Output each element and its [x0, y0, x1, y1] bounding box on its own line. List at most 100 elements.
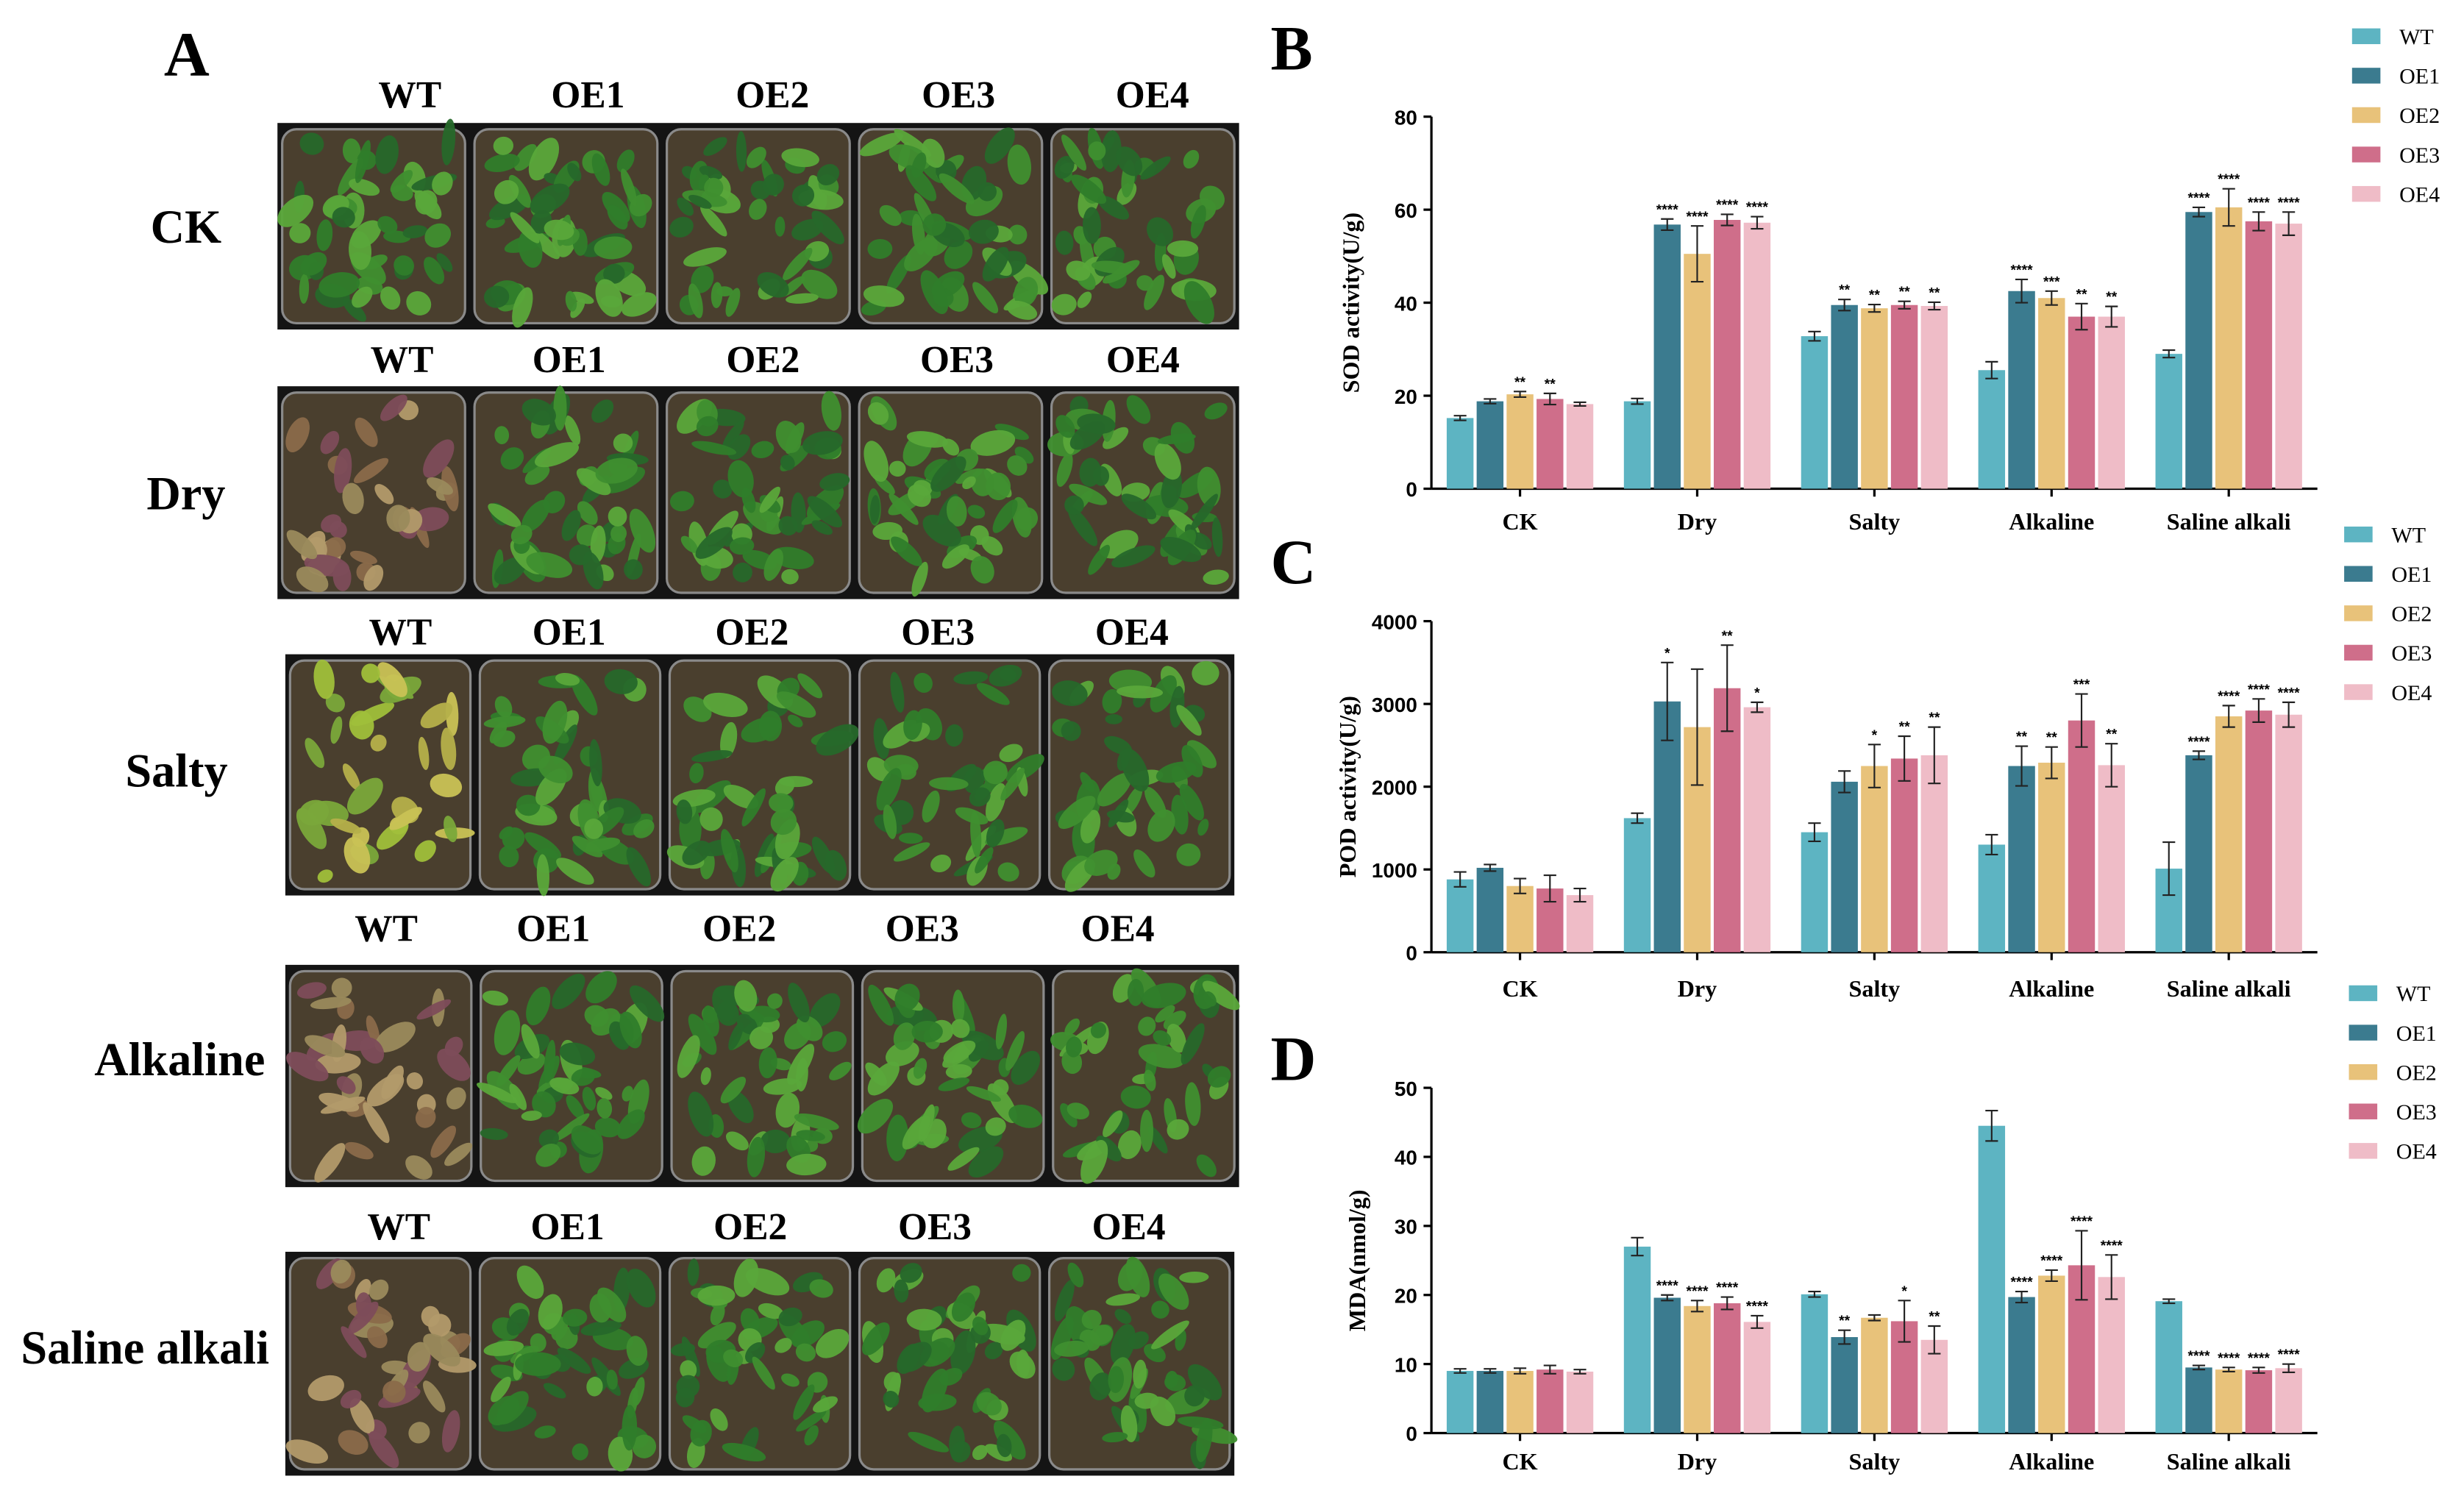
- legend-swatch: [2349, 1103, 2378, 1119]
- leaf: [700, 1067, 711, 1086]
- leaf: [713, 480, 733, 499]
- leaf: [576, 468, 611, 496]
- bar: [2245, 1370, 2273, 1433]
- leaf: [867, 238, 893, 259]
- leaf: [723, 1349, 744, 1368]
- leaf: [775, 1338, 792, 1353]
- leaf: [1161, 254, 1176, 279]
- significance-label: **: [1545, 377, 1556, 392]
- leaf: [922, 514, 961, 547]
- leaf: [1052, 680, 1088, 706]
- leaf: [769, 793, 794, 813]
- leaf: [416, 999, 452, 1020]
- leaf: [521, 1111, 542, 1121]
- plant-pot: [1047, 391, 1236, 594]
- leaf: [606, 1369, 618, 1390]
- leaf: [944, 240, 973, 269]
- legend-swatch: [2349, 1025, 2378, 1041]
- legend-label: OE3: [2399, 143, 2440, 168]
- bar: [2038, 763, 2065, 952]
- leaf: [699, 807, 723, 831]
- genotype-label: OE2: [702, 908, 776, 950]
- legend-label: OE1: [2391, 563, 2432, 587]
- leaf: [972, 1444, 988, 1461]
- leaf: [893, 1022, 916, 1050]
- leaf: [962, 476, 976, 490]
- genotype-label: OE3: [898, 1206, 972, 1248]
- leaf: [483, 1340, 524, 1356]
- genotype-label: OE1: [551, 74, 624, 116]
- leaf: [950, 1330, 976, 1375]
- plant-pot: [473, 385, 659, 594]
- y-tick-label: 30: [1395, 1216, 1417, 1239]
- significance-label: ****: [2011, 263, 2034, 279]
- leaf: [1144, 786, 1167, 818]
- condition-label: Dry: [146, 467, 225, 519]
- leaf: [968, 219, 999, 244]
- leaf: [781, 1373, 800, 1387]
- x-category-label: Salty: [1849, 1448, 1901, 1475]
- leaf: [1155, 1005, 1175, 1023]
- leaf: [549, 1077, 580, 1095]
- leaf: [955, 807, 989, 825]
- leaf: [366, 1074, 405, 1107]
- x-category-label: Saline alkali: [2167, 1448, 2291, 1475]
- leaf: [822, 1031, 847, 1052]
- significance-label: ****: [2218, 172, 2240, 188]
- leaf: [778, 776, 813, 788]
- leaf: [876, 1268, 896, 1293]
- significance-label: *: [1664, 646, 1670, 661]
- leaf: [886, 1114, 909, 1161]
- significance-label: **: [2076, 287, 2088, 302]
- bar: [1713, 220, 1741, 489]
- leaf: [1000, 1319, 1026, 1351]
- legend-swatch: [2349, 985, 2378, 1002]
- leaf: [757, 272, 789, 298]
- leaf: [526, 986, 551, 1026]
- leaf: [941, 544, 970, 569]
- y-tick-label: 20: [1395, 385, 1417, 408]
- leaf: [499, 826, 513, 840]
- panel-letter-b: B: [1270, 13, 1312, 83]
- leaf: [1151, 1300, 1169, 1319]
- leaf: [748, 1005, 780, 1023]
- leaf: [809, 1279, 833, 1298]
- genotype-label: WT: [371, 339, 434, 381]
- leaf: [801, 269, 838, 299]
- genotype-label: OE3: [920, 339, 994, 381]
- leaf: [338, 1430, 368, 1455]
- leaf: [496, 1391, 529, 1425]
- significance-label: ****: [2248, 683, 2271, 698]
- leaf: [883, 804, 897, 839]
- leaf: [334, 448, 352, 493]
- bar: [1446, 1371, 1474, 1433]
- legend-label: OE4: [2391, 681, 2432, 705]
- x-category-label: Salty: [1849, 975, 1901, 1002]
- bar: [2185, 212, 2212, 489]
- genotype-label: OE4: [1092, 1206, 1166, 1248]
- leaf: [622, 292, 657, 317]
- leaf: [967, 505, 986, 519]
- leaf: [340, 1389, 362, 1408]
- leaf: [780, 455, 795, 471]
- leaf: [530, 1333, 546, 1353]
- leaf: [794, 1113, 839, 1130]
- bar: [1537, 1369, 1564, 1433]
- plant-pot: [670, 969, 855, 1183]
- leaf: [321, 514, 342, 533]
- bar: [2155, 354, 2182, 489]
- bar: [1831, 781, 1858, 952]
- bar: [1623, 1247, 1651, 1433]
- leaf: [538, 755, 573, 783]
- leaf: [857, 1099, 894, 1134]
- leaf: [943, 1040, 976, 1063]
- legend-swatch: [2344, 684, 2373, 700]
- leaf: [488, 503, 521, 528]
- legend-label: OE1: [2399, 65, 2440, 89]
- leaf: [559, 1042, 596, 1066]
- leaf: [363, 1102, 390, 1144]
- leaf: [389, 807, 422, 830]
- significance-label: **: [1929, 286, 1940, 302]
- leaf: [775, 421, 802, 453]
- leaf: [561, 510, 581, 541]
